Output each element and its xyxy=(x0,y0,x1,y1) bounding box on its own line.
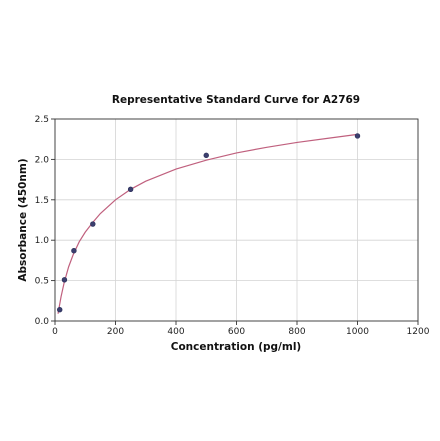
y-axis-label: Absorbance (450nm) xyxy=(17,158,29,281)
x-tick-label: 600 xyxy=(228,327,245,337)
data-point xyxy=(57,306,63,313)
x-tick-label: 1000 xyxy=(346,327,369,337)
data-point xyxy=(71,248,77,254)
x-tick-label: 400 xyxy=(167,327,184,337)
data-point xyxy=(61,277,68,283)
data-point xyxy=(354,133,361,139)
tick-layer: 0 200 400 600 800 1000 1200 0.0 0.5 1.0 1.5 2.0 2.5 xyxy=(35,115,430,337)
x-tick-label: 800 xyxy=(288,327,305,337)
chart-title: Representative Standard Curve for A2769 xyxy=(112,94,360,106)
x-tick-label: 200 xyxy=(107,327,124,337)
curve-layer xyxy=(57,133,358,314)
x-tick-label: 1200 xyxy=(407,327,430,337)
y-tick-label: 0.5 xyxy=(35,277,49,287)
grid-layer xyxy=(54,118,419,322)
y-tick-label: 0.0 xyxy=(35,317,50,327)
x-axis-label: Concentration (pg/ml) xyxy=(171,341,301,353)
data-point xyxy=(127,186,134,192)
y-tick-label: 1.5 xyxy=(35,196,49,206)
data-point xyxy=(90,221,96,227)
point-layer xyxy=(57,133,361,313)
fit-curve xyxy=(57,133,358,314)
data-point xyxy=(203,152,209,159)
y-tick-label: 2.5 xyxy=(35,115,49,125)
x-tick-label: 0 xyxy=(52,327,58,337)
y-tick-label: 2.0 xyxy=(35,155,50,165)
y-tick-label: 1.0 xyxy=(35,236,50,246)
